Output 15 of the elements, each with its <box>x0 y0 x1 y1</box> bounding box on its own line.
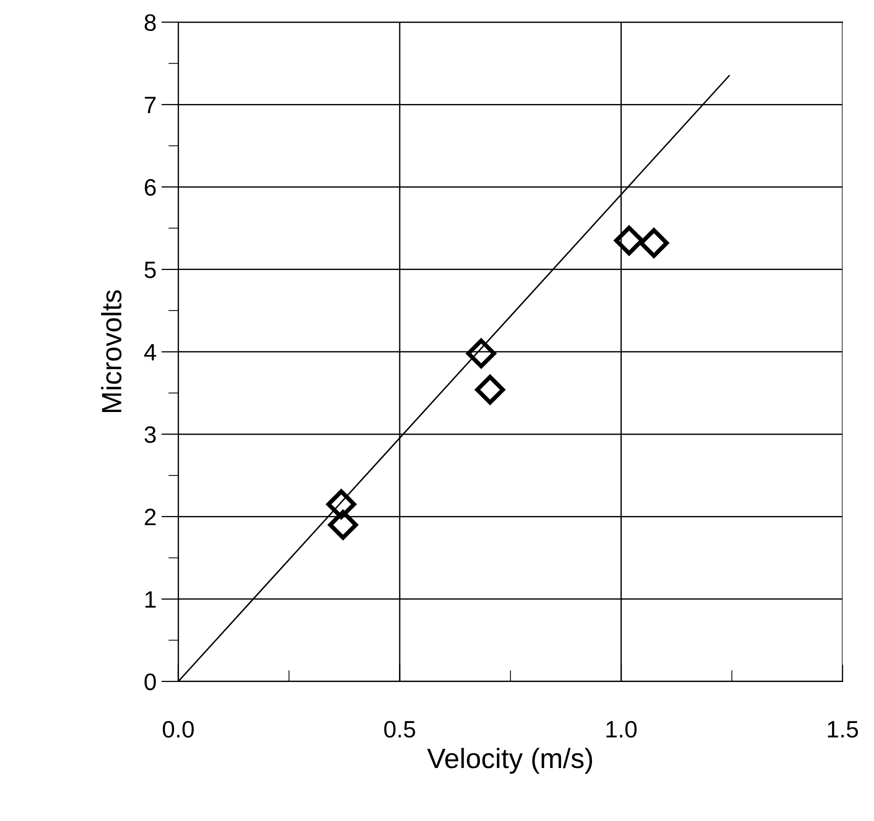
y-axis-title: Microvolts <box>101 290 122 412</box>
x-tick-label: 1.5 <box>828 721 858 738</box>
x-tick-label: 0.0 <box>162 720 194 738</box>
y-tick-label: 0 <box>144 674 156 690</box>
y-tick-label: 4 <box>144 344 156 360</box>
y-tick-label: 2 <box>144 508 156 526</box>
y-tick-label: 7 <box>144 96 156 114</box>
x-tick-label: 1.0 <box>606 720 637 738</box>
x-axis-title: Velocity (m/s) <box>427 748 592 774</box>
x-tick-label: 0.5 <box>384 720 416 738</box>
y-tick-label: 8 <box>144 14 156 31</box>
y-tick-label: 1 <box>145 591 156 608</box>
y-tick-label: 5 <box>144 262 156 278</box>
y-tick-label: 3 <box>144 426 156 443</box>
y-tick-label: 6 <box>144 179 156 196</box>
